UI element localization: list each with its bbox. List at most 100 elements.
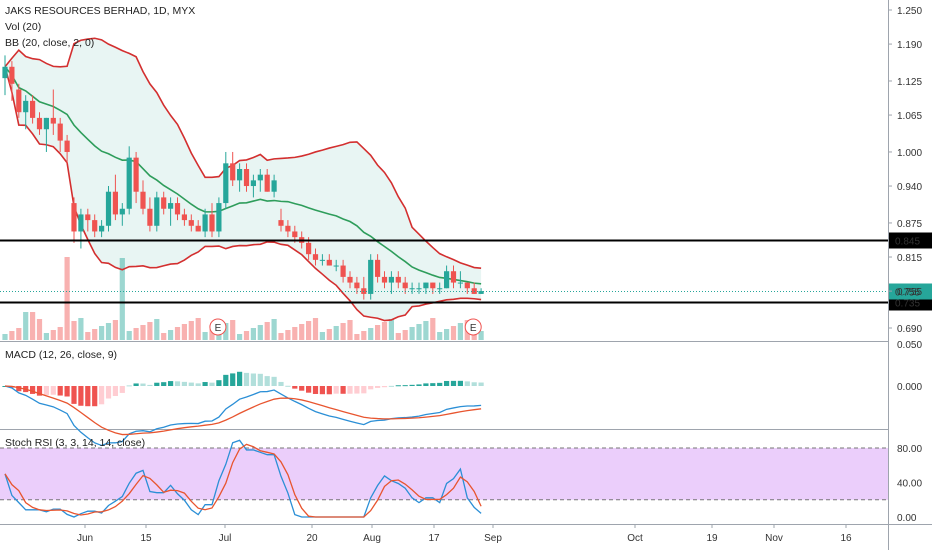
price-tick-label: 1.000 [897, 148, 922, 159]
volume-bar [250, 328, 256, 340]
volume-bar [437, 332, 443, 340]
macd-histogram-bar [168, 381, 174, 386]
price-tick-label: 0.690 [897, 324, 922, 335]
candle-body [457, 282, 463, 284]
macd-histogram-bar [347, 386, 353, 394]
time-tick-label: 15 [140, 533, 152, 544]
candle-body [140, 191, 146, 209]
candle-body [278, 220, 284, 226]
volume-bar [147, 322, 153, 340]
macd-histogram-bar [278, 381, 284, 386]
bollinger-basis [4, 66, 482, 285]
macd-histogram-bar [430, 383, 436, 386]
candle-body [99, 225, 105, 232]
stoch-d-line [4, 443, 482, 518]
volume-bar [271, 319, 277, 340]
candle-body [9, 66, 15, 84]
level-price-label: 0.845 [895, 237, 920, 248]
candle-body [223, 163, 229, 204]
volume-bar [36, 319, 43, 340]
macd-histogram-bar [71, 386, 77, 404]
macd-histogram-bar [340, 386, 346, 394]
macd-histogram-bar [423, 383, 429, 386]
candle-body [257, 174, 263, 181]
volume-bar [64, 257, 70, 340]
volume-bar [154, 319, 160, 340]
macd-histogram-bar [105, 386, 112, 399]
candle-body [388, 276, 394, 283]
macd-tick-label: 0.050 [897, 340, 922, 351]
volume-bar [395, 333, 401, 340]
bollinger-fill [5, 38, 482, 321]
volume-bar [202, 332, 208, 340]
volume-bar [30, 312, 36, 340]
macd-histogram-bar [292, 386, 298, 389]
candle-body [202, 214, 208, 232]
candle-body [92, 220, 98, 232]
candle-body [188, 220, 194, 226]
level-price-label: 0.735 [895, 299, 920, 310]
candle-body [195, 225, 201, 232]
macd-histogram-bar [457, 380, 463, 386]
macd-label: MACD (12, 26, close, 9) [5, 349, 118, 361]
volume-bar [23, 312, 29, 340]
volume-bar [354, 334, 360, 340]
macd-histogram-bar [202, 382, 208, 386]
candle-body [292, 231, 298, 238]
macd-histogram-bar [264, 376, 270, 386]
candle-body [36, 117, 43, 130]
macd-histogram-bar [30, 386, 36, 394]
volume-bar [347, 320, 353, 340]
candle-body [16, 89, 22, 113]
earnings-marker-label: E [470, 323, 477, 334]
price-tick-label: 0.875 [897, 219, 922, 230]
candle-body [119, 208, 125, 215]
candle-body [326, 259, 332, 266]
volume-bar [43, 333, 49, 340]
bollinger-bands-label: BB (20, close, 2, 0) [5, 37, 95, 49]
candle-body [2, 66, 8, 79]
candle-body [264, 174, 270, 192]
macd-signal-line [4, 385, 482, 436]
candle-body [464, 282, 470, 289]
volume-bar [257, 325, 263, 340]
macd-histogram-bar [354, 386, 360, 394]
volume-bar [319, 332, 325, 340]
macd-histogram-bar [133, 383, 139, 386]
macd-histogram-bar [368, 386, 374, 390]
time-tick-label: 20 [306, 533, 318, 544]
candle-body [437, 288, 443, 290]
candle-body [444, 271, 450, 289]
candle-body [402, 282, 408, 289]
macd-histogram-bar [237, 371, 243, 386]
macd-histogram-bar [361, 386, 367, 394]
volume-bar [195, 318, 201, 340]
macd-histogram-bar [395, 385, 401, 387]
volume-bar [174, 327, 181, 340]
candle-body [43, 117, 49, 130]
volume-bar [9, 331, 15, 340]
candle-body [64, 140, 70, 152]
volume-bar [168, 330, 174, 340]
macd-histogram-bar [243, 372, 250, 386]
volume-bar [416, 324, 422, 340]
volume-bar [278, 333, 284, 340]
macd-histogram-bar [43, 386, 49, 396]
macd-histogram-bar [257, 373, 263, 386]
candle-body [340, 265, 346, 277]
macd-histogram-bar [478, 382, 484, 386]
candle-body [105, 191, 112, 226]
candle-body [423, 282, 429, 289]
candle-body [271, 180, 277, 192]
macd-histogram-bar [16, 386, 22, 392]
volume-bar [230, 320, 236, 340]
volume-bar [112, 320, 118, 340]
volume-bar [478, 331, 484, 340]
level-price-tag [889, 232, 932, 249]
volume-bar [333, 326, 339, 340]
volume-bar [457, 323, 463, 340]
macd-histogram-bar [375, 386, 381, 388]
stoch-tick-label: 80.00 [897, 444, 922, 455]
candle-body [347, 276, 353, 283]
